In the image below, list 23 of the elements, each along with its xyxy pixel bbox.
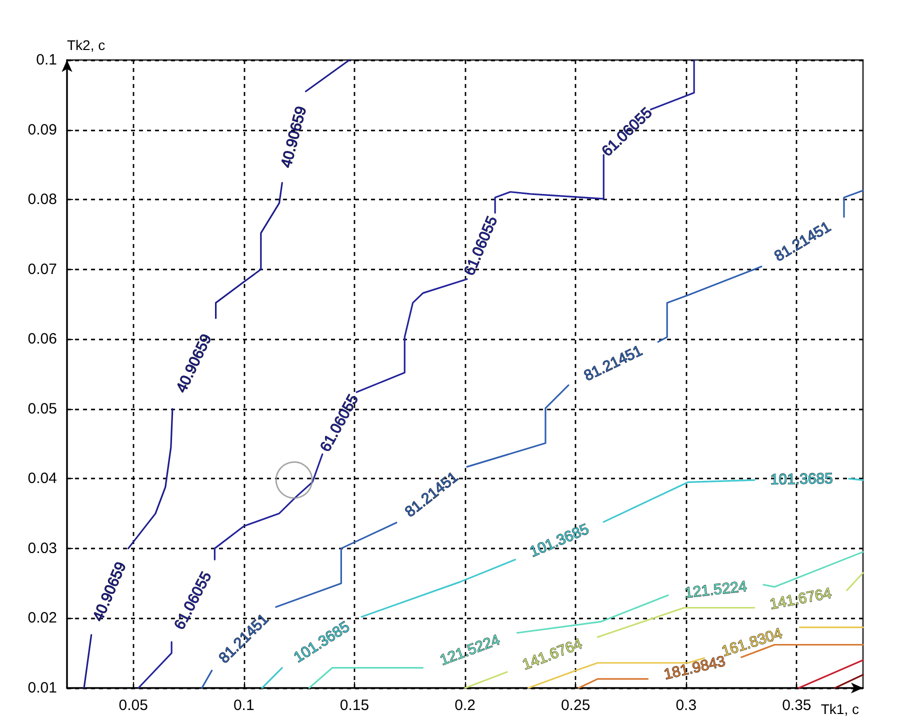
y-tick-label: 0.1 [36, 52, 57, 68]
y-tick-label: 0.09 [28, 121, 57, 138]
y-tick-label: 0.06 [28, 330, 57, 348]
text: 121.5224 [684, 578, 748, 602]
x-tick-label: 0.25 [560, 697, 590, 714]
y-tick-label: 0.01 [28, 680, 57, 696]
x-tick-label: 0.1 [233, 697, 254, 714]
text: 40.90659 [278, 104, 310, 170]
y-tick-label: 0.08 [28, 191, 57, 208]
text: 101.3685 [770, 470, 834, 488]
x-tick-label: 0.2 [454, 697, 476, 714]
text: 141.6764 [768, 584, 833, 614]
x-tick-label: 0.3 [676, 697, 697, 714]
y-tick-label: 0.02 [28, 610, 57, 627]
y-axis-title: Tk2, c [67, 37, 106, 53]
y-tick-label: 0.07 [28, 260, 57, 278]
y-tick-label: 0.04 [28, 470, 57, 488]
x-axis-title: Tk1, c [820, 701, 859, 717]
x-tick-label: 0.05 [118, 697, 148, 714]
y-tick-label: 0.05 [28, 400, 57, 418]
y-tick-label: 0.03 [28, 540, 57, 557]
x-tick-label: 0.35 [782, 697, 812, 714]
x-tick-label: 0.15 [340, 697, 370, 714]
